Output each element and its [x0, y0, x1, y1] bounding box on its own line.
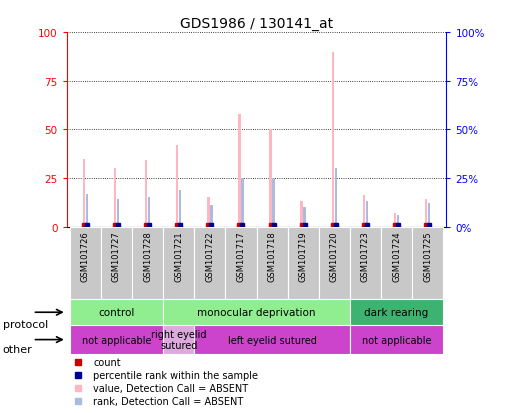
Bar — [163, 325, 194, 354]
Bar — [319, 227, 350, 300]
Bar — [394, 214, 396, 227]
Text: protocol: protocol — [3, 319, 48, 329]
Text: GSM101723: GSM101723 — [361, 230, 370, 281]
Bar — [301, 202, 303, 227]
Bar — [303, 208, 306, 227]
Bar — [83, 159, 85, 227]
Text: control: control — [98, 308, 135, 318]
Bar — [114, 169, 116, 227]
Text: GSM101720: GSM101720 — [330, 230, 339, 281]
Bar — [70, 325, 163, 354]
Text: dark rearing: dark rearing — [364, 308, 429, 318]
Bar — [381, 227, 412, 300]
Bar — [334, 169, 337, 227]
Bar — [363, 196, 365, 227]
Bar — [256, 227, 288, 300]
Text: GSM101719: GSM101719 — [299, 230, 308, 281]
Bar — [350, 227, 381, 300]
Title: GDS1986 / 130141_at: GDS1986 / 130141_at — [180, 17, 333, 31]
Bar — [70, 300, 163, 325]
Text: monocular deprivation: monocular deprivation — [198, 308, 315, 318]
Bar — [132, 227, 163, 300]
Bar — [194, 325, 350, 354]
Bar — [163, 227, 194, 300]
Bar — [176, 145, 179, 227]
Bar — [210, 206, 212, 227]
Text: right eyelid
sutured: right eyelid sutured — [151, 329, 206, 351]
Text: other: other — [3, 344, 32, 354]
Bar — [238, 114, 241, 227]
Text: count: count — [93, 358, 121, 368]
Text: percentile rank within the sample: percentile rank within the sample — [93, 370, 258, 380]
Bar — [163, 300, 350, 325]
Text: GSM101726: GSM101726 — [81, 230, 90, 281]
Bar — [117, 200, 119, 227]
Bar — [412, 227, 443, 300]
Bar — [148, 198, 150, 227]
Text: left eyelid sutured: left eyelid sutured — [228, 335, 317, 345]
Text: GSM101728: GSM101728 — [143, 230, 152, 281]
Bar — [241, 178, 244, 227]
Bar — [207, 198, 210, 227]
Bar — [86, 194, 88, 227]
Text: GSM101722: GSM101722 — [205, 230, 214, 281]
Text: GSM101724: GSM101724 — [392, 230, 401, 281]
Text: GSM101725: GSM101725 — [423, 230, 432, 281]
Bar — [331, 52, 334, 227]
Bar — [70, 227, 101, 300]
Text: not applicable: not applicable — [82, 335, 151, 345]
Text: value, Detection Call = ABSENT: value, Detection Call = ABSENT — [93, 383, 248, 393]
Text: GSM101717: GSM101717 — [236, 230, 245, 281]
Text: not applicable: not applicable — [362, 335, 431, 345]
Bar — [428, 204, 430, 227]
Text: GSM101727: GSM101727 — [112, 230, 121, 281]
Text: rank, Detection Call = ABSENT: rank, Detection Call = ABSENT — [93, 396, 244, 406]
Bar — [350, 300, 443, 325]
Bar — [194, 227, 225, 300]
Bar — [288, 227, 319, 300]
Text: GSM101718: GSM101718 — [268, 230, 277, 281]
Bar — [179, 190, 182, 227]
Bar — [145, 161, 147, 227]
Text: GSM101721: GSM101721 — [174, 230, 183, 281]
Bar — [397, 215, 399, 227]
Bar — [366, 202, 368, 227]
Bar — [101, 227, 132, 300]
Bar — [225, 227, 256, 300]
Bar — [350, 325, 443, 354]
Bar — [425, 200, 427, 227]
Bar — [269, 130, 272, 227]
Bar — [272, 178, 275, 227]
